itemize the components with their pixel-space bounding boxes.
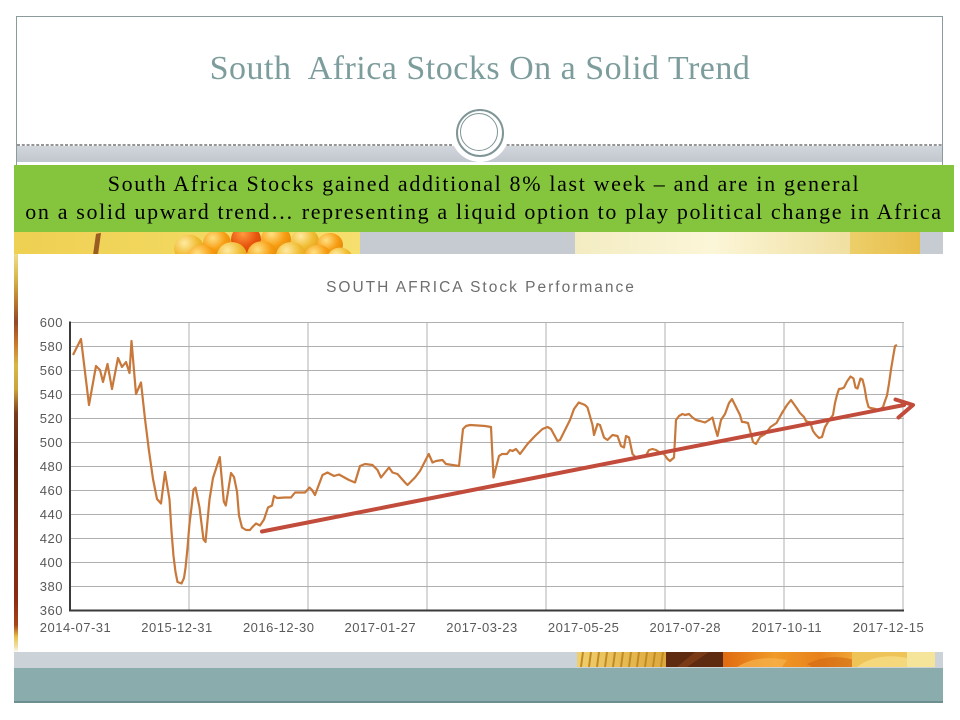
svg-text:580: 580 <box>40 339 63 354</box>
svg-text:560: 560 <box>40 363 63 378</box>
svg-text:2017-12-15: 2017-12-15 <box>853 620 925 635</box>
svg-text:500: 500 <box>40 435 63 450</box>
svg-text:460: 460 <box>40 483 63 498</box>
svg-text:520: 520 <box>40 411 63 426</box>
svg-text:2015-12-31: 2015-12-31 <box>141 620 213 635</box>
svg-text:2016-12-30: 2016-12-30 <box>243 620 315 635</box>
svg-text:360: 360 <box>40 603 63 618</box>
svg-text:2014-07-31: 2014-07-31 <box>40 620 112 635</box>
svg-text:2017-10-11: 2017-10-11 <box>752 620 823 635</box>
svg-text:540: 540 <box>40 387 63 402</box>
svg-text:2017-01-27: 2017-01-27 <box>345 620 417 635</box>
svg-text:600: 600 <box>40 315 63 330</box>
svg-text:380: 380 <box>40 579 63 594</box>
svg-text:480: 480 <box>40 459 63 474</box>
svg-text:2017-07-28: 2017-07-28 <box>649 620 721 635</box>
svg-text:2017-03-23: 2017-03-23 <box>446 620 518 635</box>
svg-text:420: 420 <box>40 531 63 546</box>
svg-text:400: 400 <box>40 555 63 570</box>
svg-text:440: 440 <box>40 507 63 522</box>
svg-text:2017-05-25: 2017-05-25 <box>548 620 620 635</box>
svg-text:SOUTH AFRICA Stock Performance: SOUTH AFRICA Stock Performance <box>326 279 636 296</box>
